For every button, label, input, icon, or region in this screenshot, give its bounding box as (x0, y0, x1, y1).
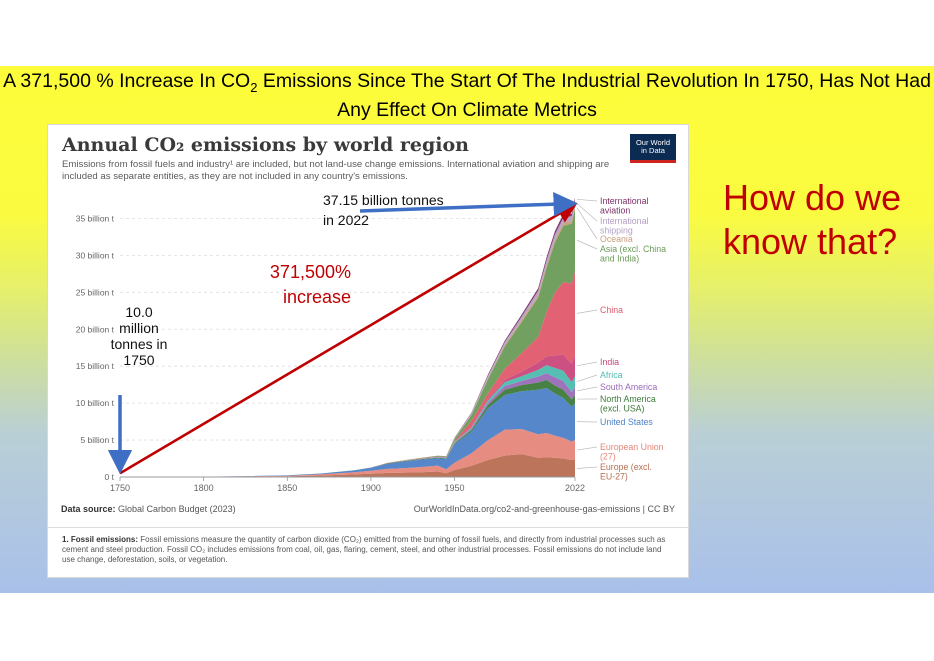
legend-label: European Union (600, 442, 664, 452)
footnote-label: 1. Fossil emissions: (62, 535, 139, 544)
footnote-divider (48, 527, 688, 528)
y-tick-label: 0 t (105, 472, 115, 482)
increase-annotation: 371,500% (270, 262, 351, 282)
data-source-label: Data source: (61, 504, 118, 514)
legend-label: Europe (excl. (600, 462, 652, 472)
increase-annotation: increase (283, 287, 351, 307)
slide-title-suffix: Emissions Since The Start Of The Industr… (257, 70, 931, 121)
start-annotation: 1750 (123, 352, 154, 368)
legend-label: (27) (600, 452, 616, 462)
start-annotation: million (119, 320, 159, 336)
side-question: How do we know that? (723, 177, 902, 262)
legend-label: International (600, 196, 648, 206)
start-annotation: 10.0 (125, 304, 152, 320)
legend-connector (576, 374, 598, 382)
logo-line-2: in Data (641, 146, 665, 155)
legend-label: South America (600, 382, 657, 392)
credit-link[interactable]: OurWorldInData.org/co2-and-greenhouse-ga… (414, 504, 675, 514)
legend-label: Oceania (600, 234, 633, 244)
owid-logo[interactable]: Our World in Data (630, 134, 676, 163)
chart-title: Annual CO₂ emissions by world region (62, 134, 469, 156)
legend-label: Asia (excl. China (600, 244, 666, 254)
area-series (120, 429, 575, 477)
y-tick-label: 5 billion t (80, 435, 114, 445)
slide-title: A 371,500 % Increase In CO2 Emissions Si… (0, 70, 934, 122)
x-tick-label: 1950 (445, 483, 465, 493)
legend-connector (576, 239, 598, 250)
legend-label: Africa (600, 370, 623, 380)
area-series (120, 365, 575, 477)
area-series (120, 388, 575, 477)
chart-plot: 0 t 5 billion t 10 billion t 15 billion t 20… (61, 191, 675, 514)
y-tick-label: 15 billion t (76, 361, 115, 371)
legend-label: and India) (600, 254, 639, 264)
y-tick-label: 35 billion t (76, 213, 115, 223)
end-annotation: 37.15 billion tonnes (323, 192, 444, 208)
y-tick-label: 30 billion t (76, 250, 115, 260)
logo-line-1: Our World (635, 138, 671, 147)
x-tick-label: 1750 (110, 483, 130, 493)
y-tick-label: 25 billion t (76, 287, 115, 297)
x-tick-label: 2022 (565, 483, 585, 493)
legend-connector (576, 446, 598, 451)
start-annotation: tonnes in (111, 336, 168, 352)
slide-title-prefix: A 371,500 % Increase In CO (3, 70, 251, 92)
x-tick-label: 1900 (361, 483, 381, 493)
legend-label: North America (600, 394, 656, 404)
end-annotation: in 2022 (323, 212, 369, 228)
legend-connector (576, 198, 598, 202)
legend-label: aviation (600, 206, 630, 216)
footnote-text: Fossil emissions measure the quantity of… (62, 535, 666, 564)
legend-label: China (600, 305, 623, 315)
legend-label: shipping (600, 226, 633, 236)
data-source: Data source: Global Carbon Budget (2023) (61, 504, 236, 514)
legend-connector (576, 361, 598, 367)
legend-label: India (600, 357, 619, 367)
footnote: 1. Fossil emissions: Fossil emissions me… (62, 535, 672, 565)
legend-connector (576, 203, 598, 222)
area-series (120, 454, 575, 477)
legend-label: International (600, 216, 648, 226)
area-series (120, 379, 575, 477)
chart-subtitle: Emissions from fossil fuels and industry… (62, 159, 610, 182)
y-tick-label: 10 billion t (76, 398, 115, 408)
legend-label: United States (600, 417, 653, 427)
y-tick-label: 20 billion t (76, 324, 115, 334)
legend-connector (576, 207, 598, 240)
legend-connector (576, 309, 598, 314)
legend-connector (576, 386, 598, 392)
x-tick-label: 1850 (277, 483, 297, 493)
slide-title-subscript: 2 (250, 79, 258, 95)
increase-arrow (119, 202, 578, 475)
legend-connector (576, 466, 598, 469)
end-arrow (359, 191, 578, 217)
x-tick-label: 1800 (194, 483, 214, 493)
legend-label: (excl. USA) (600, 404, 645, 414)
data-source-text: Global Carbon Budget (2023) (118, 504, 236, 514)
area-series (120, 373, 575, 477)
legend-label: EU-27) (600, 472, 628, 482)
